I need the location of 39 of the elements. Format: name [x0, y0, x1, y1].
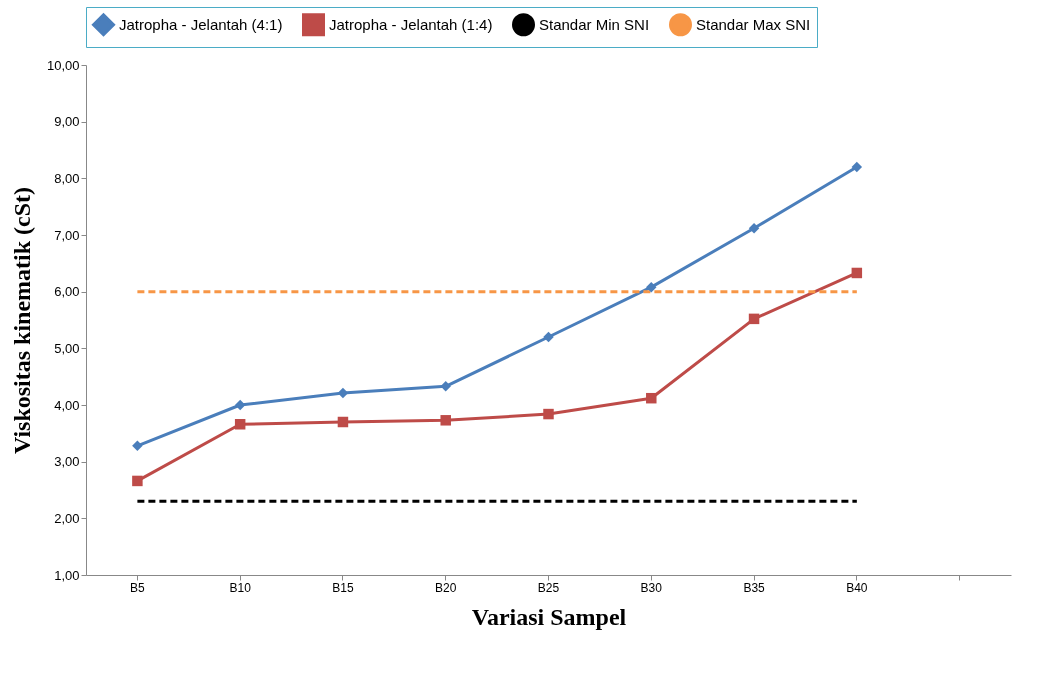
point — [440, 381, 451, 392]
point — [646, 392, 657, 404]
x-tick-label: B10 — [229, 580, 252, 595]
x-tick-label: B20 — [435, 580, 457, 595]
point — [337, 416, 349, 428]
point — [646, 281, 657, 293]
y-tick-label: 5,00 — [54, 340, 80, 356]
point — [440, 415, 451, 426]
x-tick-label: B25 — [537, 580, 560, 595]
y-tick-label: 7,00 — [54, 227, 80, 243]
y-axis-title: Viskositas kinematik (cSt) — [8, 186, 35, 455]
y-tick-label: 2,00 — [54, 510, 80, 526]
point — [543, 408, 554, 420]
legend-label: Standar Max SNI — [696, 15, 811, 33]
point — [748, 313, 760, 325]
y-tick-label: 9,00 — [54, 114, 80, 130]
point — [132, 475, 143, 487]
point — [234, 419, 246, 430]
legend-label: Jatropha - Jelantah (1:4) — [329, 15, 493, 33]
x-tick-label: B40 — [846, 580, 868, 595]
point — [234, 399, 246, 411]
x-tick-label: B35 — [743, 580, 766, 595]
y-tick-label: 6,00 — [54, 284, 80, 300]
point — [851, 161, 863, 173]
y-tick-label: 10,00 — [46, 57, 80, 73]
y-tick-label: 8,00 — [54, 170, 80, 186]
y-tick-label: 1,00 — [54, 567, 80, 583]
x-tick-label: B15 — [332, 580, 354, 595]
x-tick-label: B5 — [130, 580, 146, 595]
y-tick-label: 4,00 — [54, 397, 80, 413]
point — [851, 267, 863, 279]
x-axis-title: Variasi Sampel — [471, 603, 627, 630]
legend-label: Standar Min SNI — [539, 15, 650, 33]
legend-label: Jatropha - Jelantah (4:1) — [119, 15, 283, 33]
y-tick-label: 3,00 — [54, 454, 80, 470]
point — [543, 331, 554, 343]
point — [748, 222, 760, 234]
point — [132, 440, 143, 452]
x-tick-label: B30 — [640, 580, 663, 595]
